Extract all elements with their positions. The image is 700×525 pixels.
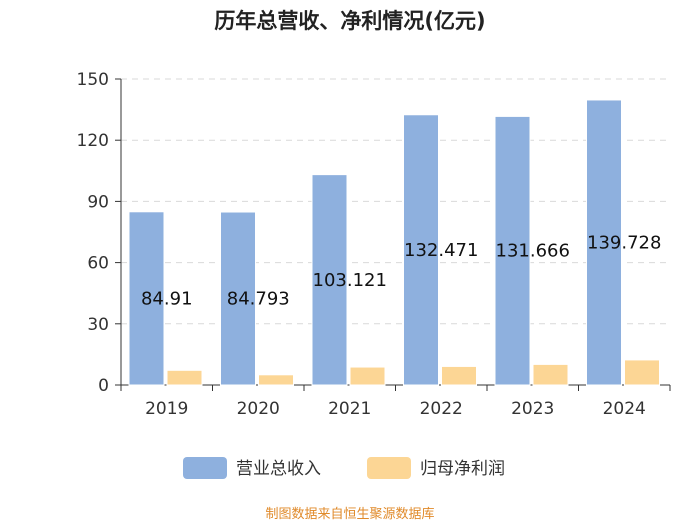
bars	[128, 99, 660, 386]
x-tick-label: 2024	[603, 399, 646, 419]
y-tick-label: 0	[98, 376, 109, 396]
revenue-bar[interactable]	[403, 114, 439, 386]
x-tick-label: 2022	[420, 399, 463, 419]
y-tick-label: 60	[87, 254, 109, 274]
data-labels: 84.91 84.793 103.121 132.471 131.666 139.728	[141, 232, 661, 309]
data-source-note: 制图数据来自恒生聚源数据库	[265, 506, 434, 522]
net-profit-bar[interactable]	[441, 365, 477, 386]
legend-label: 营业总收入	[236, 459, 321, 479]
y-tick-label: 30	[87, 315, 109, 335]
revenue-data-label: 84.91	[141, 288, 193, 309]
legend-label: 归母净利润	[420, 459, 505, 479]
revenue-data-label: 103.121	[313, 270, 387, 291]
chart-title: 历年总营收、净利情况(亿元)	[214, 9, 485, 33]
x-tick-label: 2019	[145, 399, 188, 419]
legend[interactable]: 营业总收入 归母净利润	[183, 457, 505, 479]
legend-swatch	[183, 457, 227, 479]
revenue-data-label: 131.666	[496, 241, 570, 262]
x-tick-label: 2023	[511, 399, 554, 419]
net-profit-bar[interactable]	[532, 363, 569, 386]
x-tick-label: 2021	[328, 399, 371, 419]
net-profit-bar[interactable]	[624, 359, 660, 386]
revenue-data-label: 139.728	[587, 232, 661, 253]
y-tick-label: 120	[77, 131, 109, 151]
revenue-data-label: 84.793	[227, 289, 290, 310]
net-profit-bar[interactable]	[258, 374, 294, 386]
revenue-bar[interactable]	[494, 115, 531, 386]
legend-item-net-profit[interactable]: 归母净利润	[367, 457, 505, 479]
y-tick-label: 90	[87, 192, 109, 212]
y-tick-label: 150	[77, 70, 109, 90]
net-profit-bar[interactable]	[349, 366, 386, 386]
x-tick-label: 2020	[237, 399, 280, 419]
revenue-bar[interactable]	[311, 174, 348, 386]
revenue-bar[interactable]	[128, 211, 165, 386]
legend-item-revenue[interactable]: 营业总收入	[183, 457, 321, 479]
legend-swatch	[367, 457, 411, 479]
gridlines	[121, 78, 670, 325]
revenue-bar[interactable]	[220, 211, 256, 386]
axes: 0 30 60 90 120 150 2019 2020 2021 2022 2023 2024	[77, 70, 671, 419]
net-profit-bar[interactable]	[166, 369, 203, 386]
revenue-data-label: 132.471	[404, 240, 478, 261]
revenue-bar[interactable]	[586, 99, 622, 386]
